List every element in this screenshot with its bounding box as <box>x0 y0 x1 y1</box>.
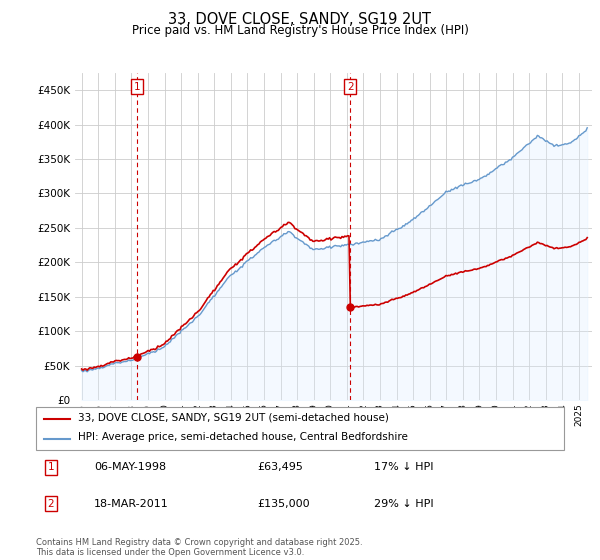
Text: 1: 1 <box>47 462 54 472</box>
Text: £63,495: £63,495 <box>258 462 304 472</box>
Text: 18-MAR-2011: 18-MAR-2011 <box>94 499 169 509</box>
Text: 29% ↓ HPI: 29% ↓ HPI <box>374 499 434 509</box>
Text: 2: 2 <box>47 499 54 509</box>
Text: HPI: Average price, semi-detached house, Central Bedfordshire: HPI: Average price, semi-detached house,… <box>78 432 408 442</box>
Text: Price paid vs. HM Land Registry's House Price Index (HPI): Price paid vs. HM Land Registry's House … <box>131 24 469 37</box>
Text: 2: 2 <box>347 82 353 92</box>
Text: 17% ↓ HPI: 17% ↓ HPI <box>374 462 433 472</box>
Text: 33, DOVE CLOSE, SANDY, SG19 2UT (semi-detached house): 33, DOVE CLOSE, SANDY, SG19 2UT (semi-de… <box>78 412 389 422</box>
FancyBboxPatch shape <box>36 407 564 450</box>
Text: 06-MAY-1998: 06-MAY-1998 <box>94 462 166 472</box>
Text: Contains HM Land Registry data © Crown copyright and database right 2025.
This d: Contains HM Land Registry data © Crown c… <box>36 538 362 557</box>
Text: £135,000: £135,000 <box>258 499 310 509</box>
Text: 33, DOVE CLOSE, SANDY, SG19 2UT: 33, DOVE CLOSE, SANDY, SG19 2UT <box>169 12 431 27</box>
Text: 1: 1 <box>134 82 140 92</box>
